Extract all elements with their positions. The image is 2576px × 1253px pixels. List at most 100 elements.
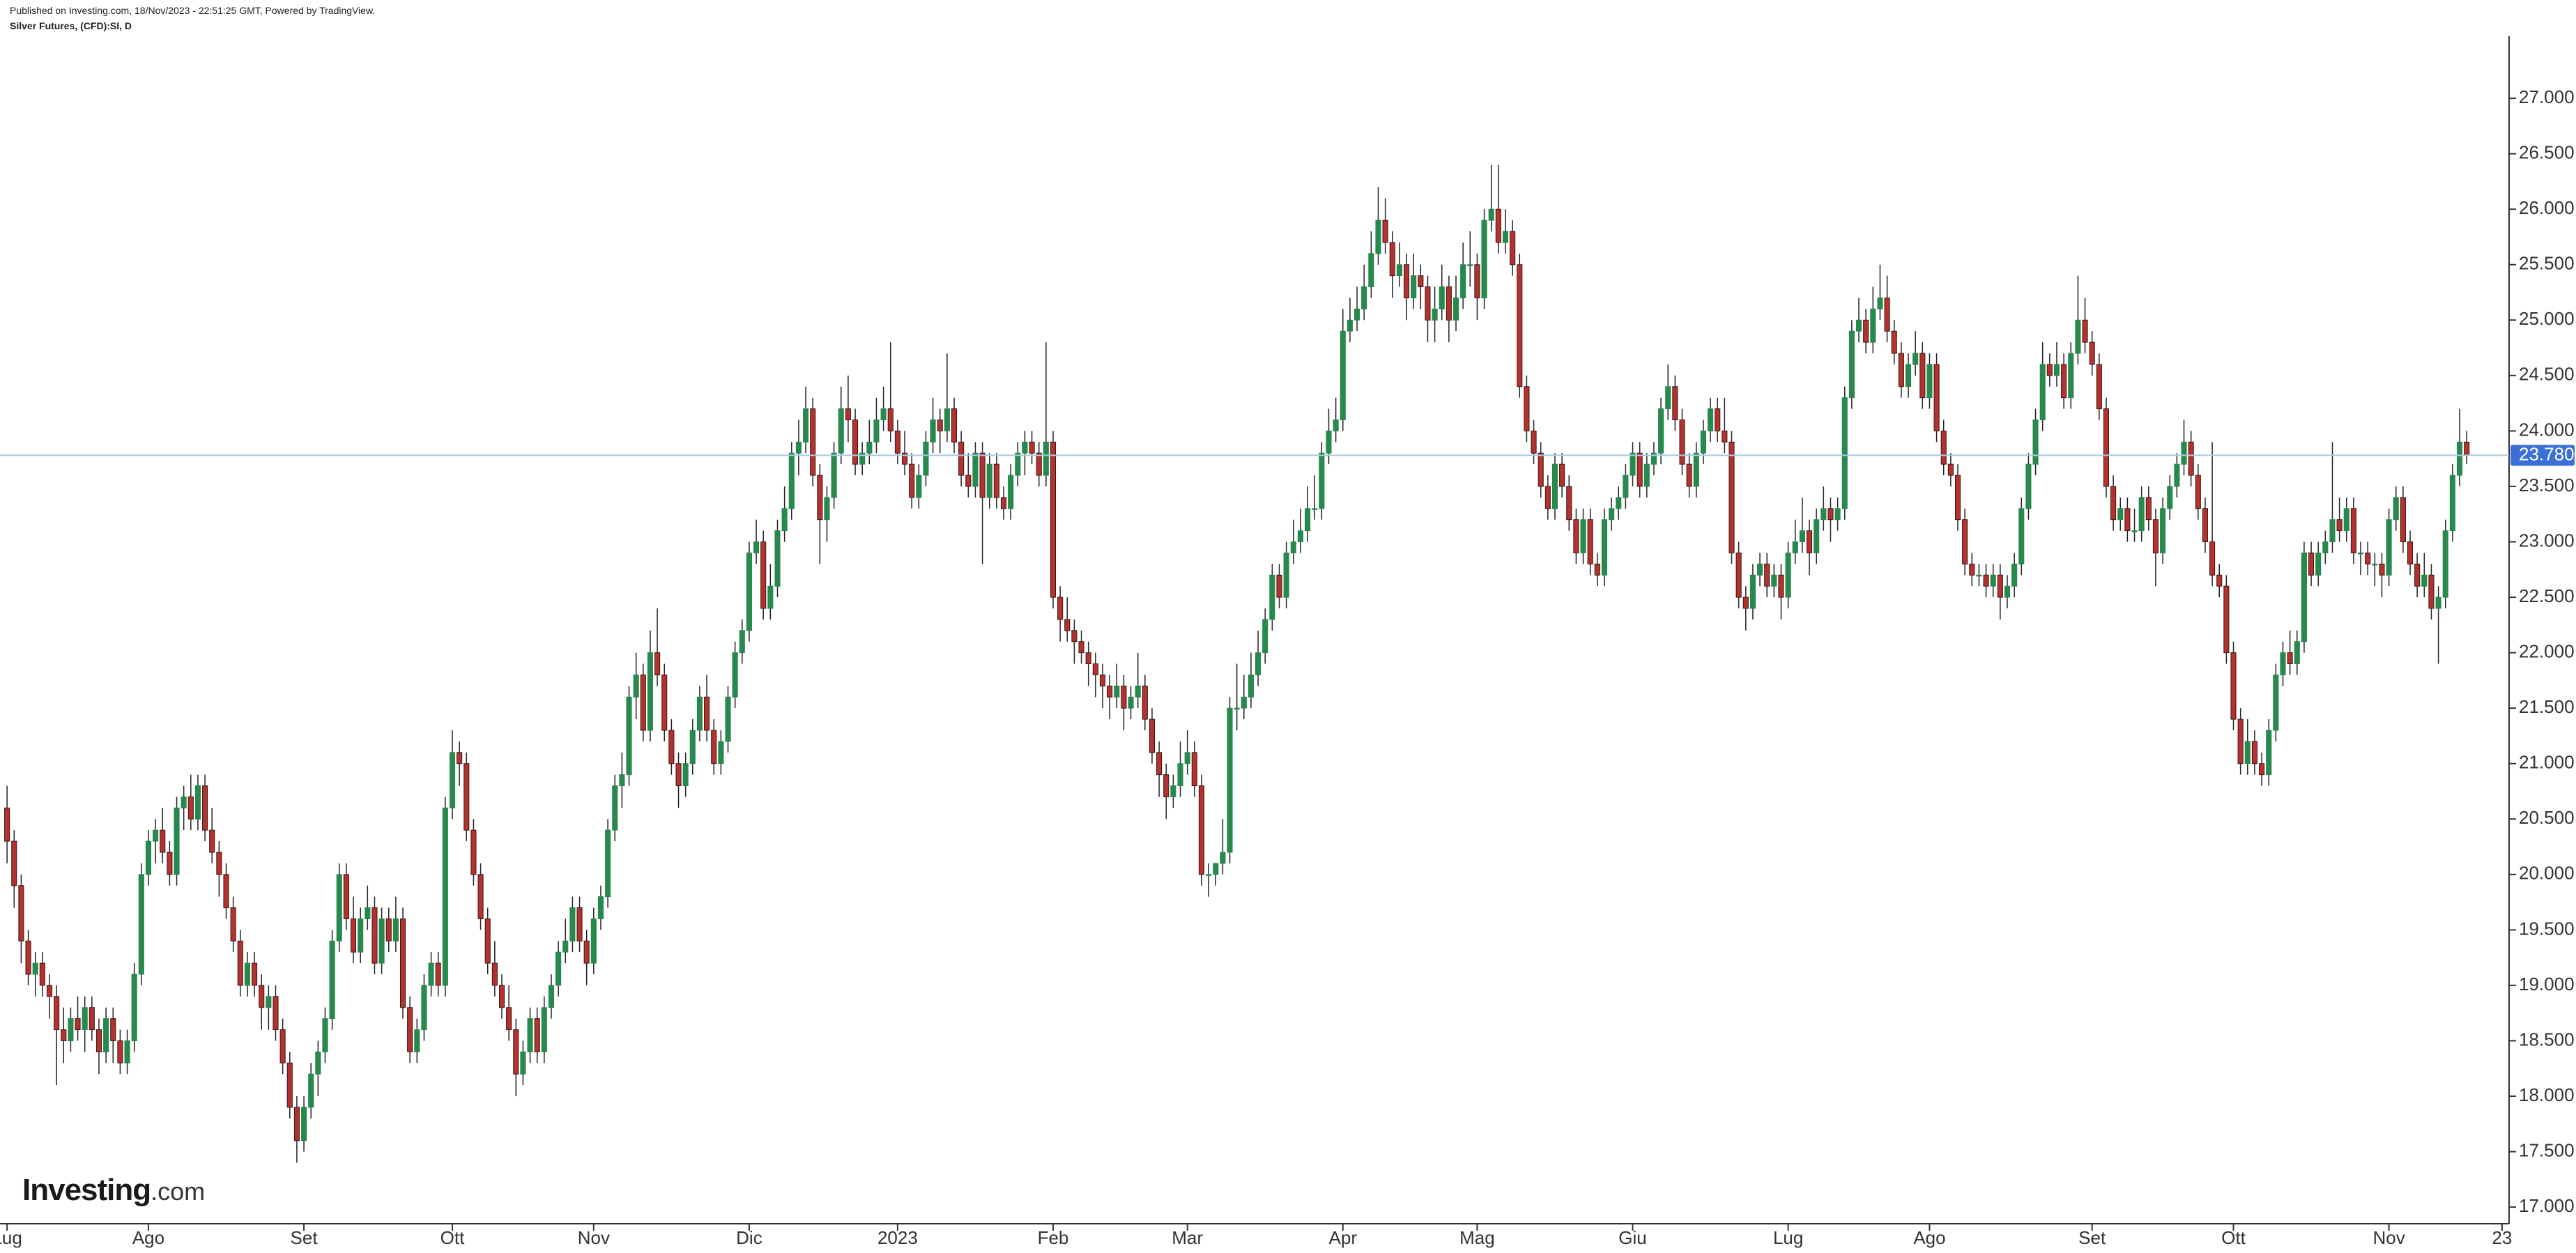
candle-body bbox=[1255, 652, 1262, 675]
candle-body bbox=[640, 674, 646, 731]
x-tick-label: 23 bbox=[2492, 1227, 2512, 1248]
candle-body bbox=[1368, 253, 1374, 288]
candle-body bbox=[1544, 486, 1551, 509]
candle-body bbox=[244, 962, 250, 986]
candle-body bbox=[541, 1007, 547, 1052]
candle-body bbox=[612, 785, 618, 831]
candle-body bbox=[2372, 563, 2378, 566]
candle-body bbox=[2082, 319, 2088, 343]
candle-body bbox=[187, 796, 194, 820]
candle-body bbox=[1643, 463, 1650, 487]
candle-body bbox=[498, 985, 505, 1008]
candle-body bbox=[1679, 419, 1685, 465]
candle-body bbox=[2188, 441, 2194, 476]
candle-body bbox=[286, 1062, 293, 1108]
candle-body bbox=[986, 463, 992, 498]
y-tick-label: 26.500 bbox=[2519, 142, 2575, 163]
candle-body bbox=[4, 807, 10, 842]
candle-body bbox=[2202, 508, 2208, 543]
candle-body bbox=[138, 874, 144, 975]
candle-body bbox=[322, 1018, 328, 1052]
candle-body bbox=[1191, 752, 1197, 787]
candle-body bbox=[965, 475, 972, 487]
x-tick-label: Feb bbox=[1038, 1227, 1069, 1248]
candle-body bbox=[1170, 785, 1176, 797]
y-tick-label: 18.500 bbox=[2519, 1029, 2575, 1050]
candle-body bbox=[1616, 497, 1622, 509]
candle-body bbox=[2096, 364, 2102, 410]
candle-body bbox=[1524, 386, 1530, 431]
candle-body bbox=[1319, 452, 1325, 509]
candle-body bbox=[633, 674, 639, 698]
candle-body bbox=[1071, 630, 1078, 643]
candle-body bbox=[1912, 353, 1919, 365]
candle-body bbox=[506, 1007, 512, 1031]
candle-body bbox=[1163, 774, 1170, 797]
candle-body bbox=[2018, 508, 2025, 564]
candle-body bbox=[597, 896, 604, 919]
candle-body bbox=[1502, 231, 1509, 243]
candle-body bbox=[993, 463, 999, 498]
candle-body bbox=[1107, 685, 1113, 698]
candle-body bbox=[583, 940, 590, 964]
candle-body bbox=[1085, 652, 1091, 665]
candle-body bbox=[2393, 497, 2399, 521]
candle-body bbox=[11, 840, 17, 886]
candle-body bbox=[1933, 364, 1940, 431]
candle-body bbox=[1206, 874, 1212, 876]
candle-body bbox=[1538, 452, 1544, 487]
logo-name: Investing bbox=[22, 1173, 151, 1207]
candle-body bbox=[358, 918, 364, 953]
candle-body bbox=[845, 408, 851, 420]
candle-body bbox=[1976, 574, 1982, 577]
candle-body bbox=[2145, 497, 2152, 521]
candle-body bbox=[1276, 574, 1282, 598]
candle-body bbox=[1036, 452, 1042, 476]
candle-body bbox=[2075, 319, 2081, 354]
x-tick-label: Nov bbox=[2372, 1227, 2405, 1248]
candle-body bbox=[2152, 519, 2159, 553]
candle-body bbox=[803, 408, 809, 443]
candle-body bbox=[909, 463, 915, 498]
logo: Investing.com bbox=[22, 1173, 205, 1207]
candle-body bbox=[343, 874, 349, 919]
candle-body bbox=[1877, 297, 1883, 309]
candle-body bbox=[2322, 541, 2329, 553]
candle-body bbox=[1425, 286, 1431, 321]
candle-body bbox=[1248, 674, 1254, 698]
candle-body bbox=[1008, 475, 1014, 509]
candle-body bbox=[1446, 286, 1452, 321]
candle-body bbox=[237, 940, 243, 986]
candle-body bbox=[1333, 419, 1339, 431]
candle-body bbox=[2400, 497, 2406, 543]
candle-body bbox=[110, 1018, 116, 1041]
candle-body bbox=[711, 730, 717, 764]
candle-body bbox=[174, 807, 180, 875]
x-tick-label: Lug bbox=[0, 1227, 22, 1248]
candle-body bbox=[1092, 663, 1098, 675]
y-tick-label: 21.000 bbox=[2519, 752, 2575, 773]
candle-body bbox=[1361, 286, 1367, 309]
candle-body bbox=[937, 419, 943, 431]
candle-body bbox=[2421, 574, 2428, 587]
candle-body bbox=[407, 1007, 413, 1052]
candle-body bbox=[682, 763, 689, 787]
candle-body bbox=[1439, 286, 1445, 309]
candle-body bbox=[54, 996, 60, 1031]
candle-body bbox=[760, 541, 767, 609]
y-tick-label: 25.500 bbox=[2519, 253, 2575, 274]
candle-body bbox=[831, 452, 837, 498]
candle-body bbox=[930, 419, 936, 443]
candle-body bbox=[1700, 430, 1706, 454]
candle-body bbox=[1601, 519, 1608, 576]
candle-body bbox=[2124, 508, 2131, 532]
y-tick-label: 25.000 bbox=[2519, 308, 2575, 329]
candle-body bbox=[1580, 519, 1586, 553]
candle-body bbox=[2336, 519, 2343, 532]
candle-body bbox=[2237, 718, 2244, 764]
candle-body bbox=[2103, 408, 2110, 487]
x-tick-label: Mag bbox=[1459, 1227, 1495, 1248]
candle-body bbox=[1460, 264, 1466, 298]
candle-body bbox=[1057, 597, 1064, 620]
candle-body bbox=[788, 452, 795, 509]
